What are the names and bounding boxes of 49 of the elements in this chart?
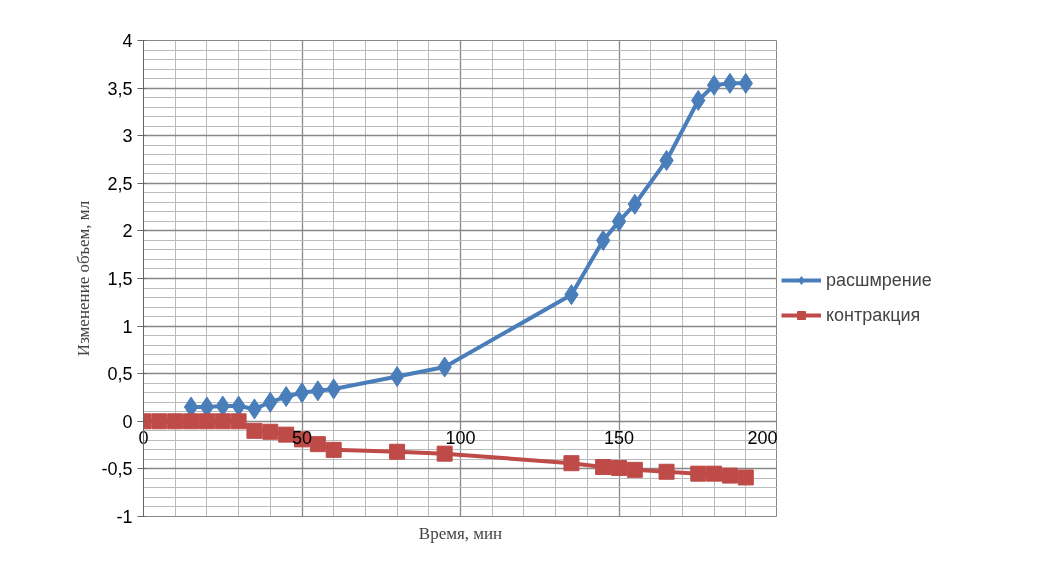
x-tick-label: 100 xyxy=(445,427,476,448)
point xyxy=(278,426,295,443)
y-tick-label: 4 xyxy=(122,31,133,51)
point xyxy=(294,382,310,404)
legend-label: расшмрение xyxy=(826,269,932,291)
x-tick-label: 50 xyxy=(291,427,313,448)
point xyxy=(389,366,405,388)
point xyxy=(198,413,215,430)
y-tick-label: 3,5 xyxy=(107,78,133,99)
y-tick-label: 0 xyxy=(122,411,133,432)
point xyxy=(183,413,200,430)
y-tick-label: 1 xyxy=(122,316,133,337)
point xyxy=(690,465,707,482)
point xyxy=(246,422,263,439)
x-tick-label: 150 xyxy=(603,427,635,448)
point xyxy=(722,72,738,94)
y-tick-label: 3 xyxy=(122,126,133,147)
point xyxy=(151,413,168,430)
point xyxy=(627,193,643,215)
y-tick-label: -0,5 xyxy=(101,459,133,480)
point xyxy=(262,423,279,440)
y-tick-label: 2 xyxy=(122,221,133,242)
y-tick-label: -1 xyxy=(116,507,133,527)
y-axis-title: Изменение объем, мл xyxy=(74,200,94,357)
point xyxy=(595,229,611,251)
point xyxy=(436,445,453,462)
x-tick-label: 200 xyxy=(747,427,778,448)
point xyxy=(595,459,612,475)
point xyxy=(706,74,722,96)
point xyxy=(611,210,627,232)
x-axis-title: Время, мин xyxy=(418,523,503,543)
point xyxy=(230,413,247,430)
legend-label: контракция xyxy=(826,304,921,326)
y-tick-label: 2,5 xyxy=(107,173,133,194)
point xyxy=(706,465,723,482)
point xyxy=(278,386,294,408)
y-tick-label: 1,5 xyxy=(107,269,133,289)
point xyxy=(310,380,326,402)
point xyxy=(563,455,580,472)
y-tick-label: 0,5 xyxy=(107,364,133,385)
point xyxy=(658,463,675,480)
point xyxy=(214,413,231,430)
point xyxy=(611,459,627,476)
point xyxy=(626,461,643,478)
point xyxy=(167,413,184,430)
point xyxy=(389,443,406,460)
point xyxy=(737,469,754,486)
point xyxy=(325,441,342,458)
point xyxy=(721,467,738,484)
